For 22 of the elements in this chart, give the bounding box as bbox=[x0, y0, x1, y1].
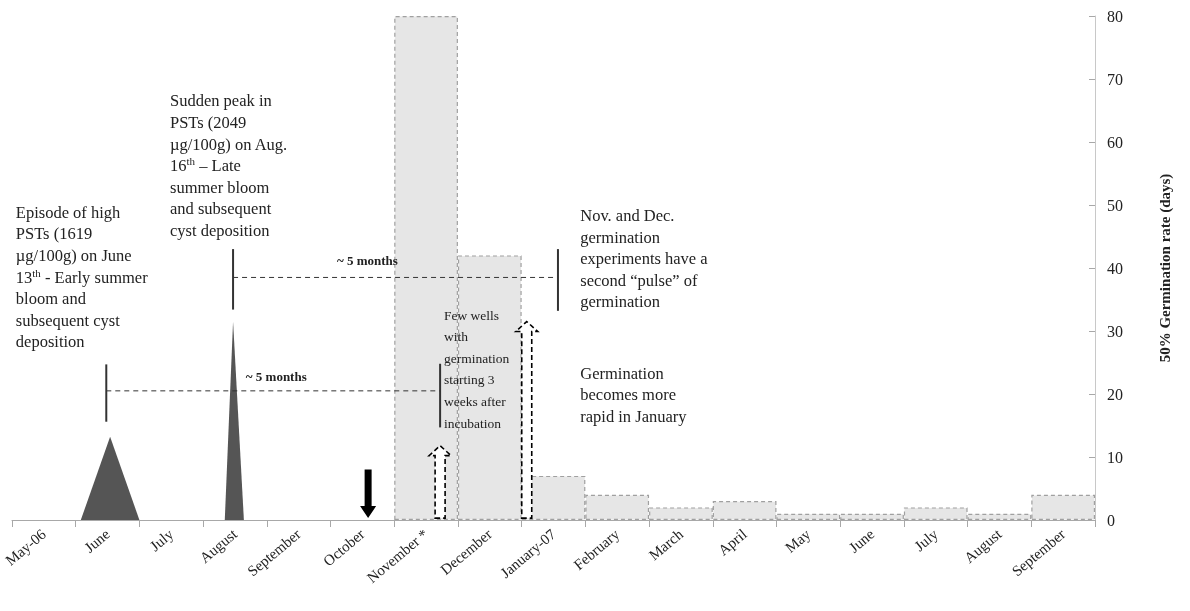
x-tick-label: May bbox=[782, 525, 814, 556]
x-tick-label: June bbox=[81, 525, 113, 556]
y-tick-label: 80 bbox=[1107, 7, 1123, 25]
y-tick-label: 50 bbox=[1107, 196, 1123, 214]
annotation: Nov. and Dec. germination experiments have a second “pulse” of germination bbox=[580, 205, 709, 313]
y-axis-title: 50% Germination rate (days) bbox=[1156, 173, 1174, 363]
y-tick-label: 40 bbox=[1107, 259, 1123, 277]
y-tick-label: 70 bbox=[1107, 70, 1123, 88]
annotation: ~ 5 months bbox=[336, 251, 398, 270]
annotation: ~ 5 months bbox=[245, 368, 307, 387]
y-tick-label: 10 bbox=[1107, 448, 1123, 466]
x-tick-label: July bbox=[146, 525, 177, 555]
y-tick-label: 60 bbox=[1107, 133, 1123, 151]
x-tick-label: July bbox=[911, 525, 942, 555]
x-tick-label: June bbox=[845, 525, 878, 556]
y-tick-label: 30 bbox=[1107, 322, 1123, 340]
y-tick-label: 20 bbox=[1107, 385, 1123, 403]
text: Sudden peak in PSTs (2049 µg/100g) on Aug. 16$^{th}$ – Late summer bloom and subsequent cyst deposition bbox=[169, 91, 288, 240]
y-tick-label: 0 bbox=[1107, 511, 1115, 529]
text: Episode of high PSTs (1619 µg/100g) on June 13$^{th}$ - Early summer bloom and subsequent cyst deposition bbox=[15, 202, 148, 352]
annotation: Germination becomes more rapid in January bbox=[580, 362, 688, 428]
annotation: Few wells with germination starting 3 weeks after incubation bbox=[443, 306, 511, 433]
